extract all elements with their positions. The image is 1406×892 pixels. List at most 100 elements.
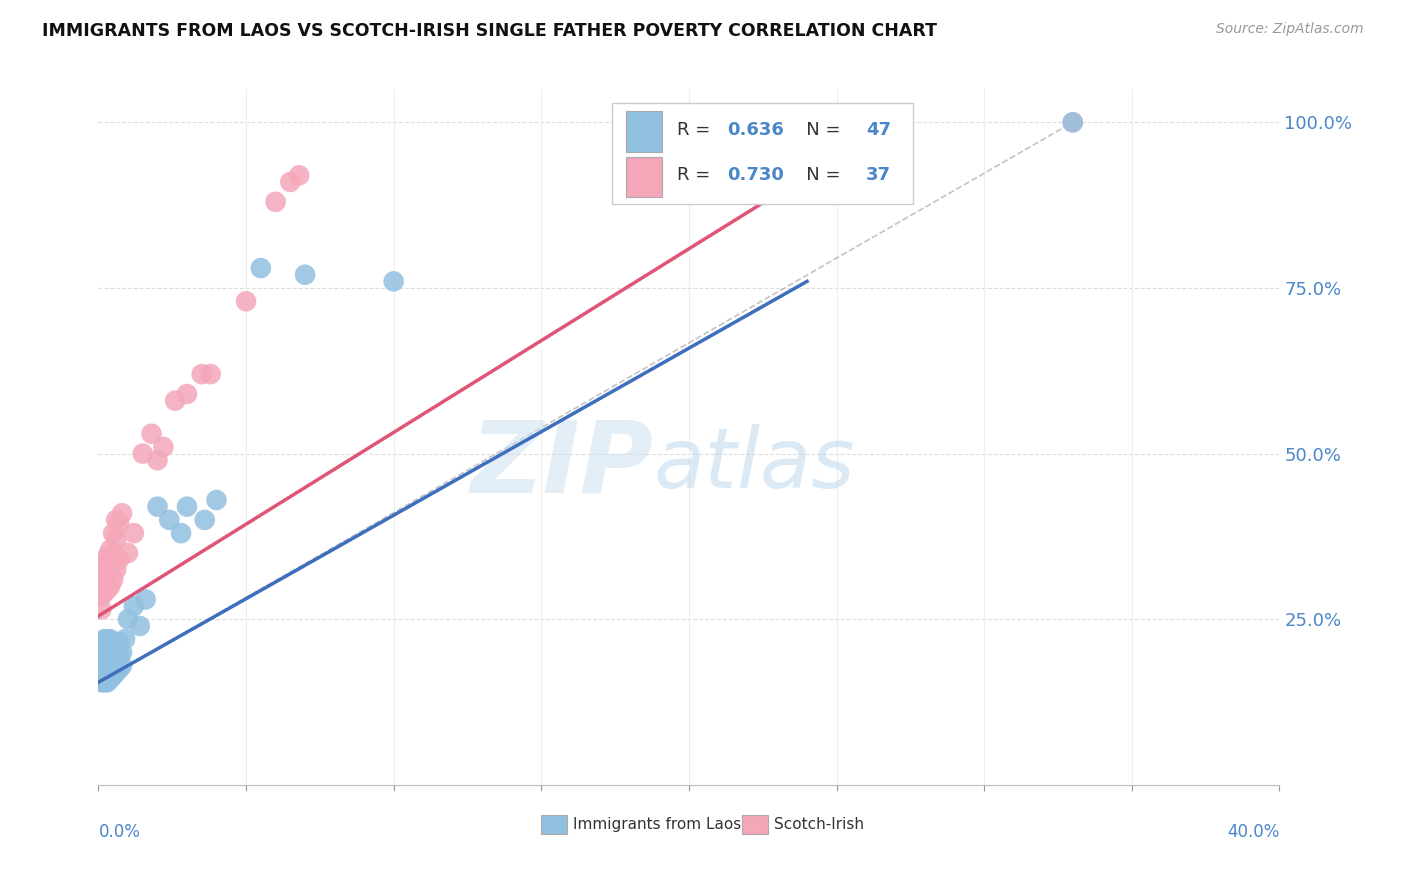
Point	[108, 516, 131, 531]
Point	[98, 658, 121, 673]
Point	[108, 662, 131, 676]
Point	[103, 648, 125, 663]
Text: ZIP: ZIP	[471, 417, 654, 514]
Point	[288, 169, 311, 183]
Text: R =: R =	[678, 166, 716, 184]
Text: 0.730: 0.730	[727, 166, 783, 184]
Point	[157, 513, 180, 527]
Point	[90, 662, 112, 676]
Point	[103, 573, 125, 587]
Point	[103, 668, 125, 682]
Bar	[541, 815, 567, 834]
Point	[108, 648, 131, 663]
Point	[96, 582, 118, 597]
Point	[152, 440, 174, 454]
Point	[194, 513, 217, 527]
Point	[176, 500, 198, 514]
Point	[280, 175, 302, 189]
Point	[93, 632, 115, 647]
Point	[98, 672, 121, 686]
Point	[90, 573, 112, 587]
Text: 37: 37	[866, 166, 891, 184]
Point	[103, 639, 125, 653]
Point	[111, 645, 134, 659]
Point	[103, 656, 125, 670]
Point	[1062, 115, 1084, 129]
Point	[96, 656, 118, 670]
Text: 0.0%: 0.0%	[98, 823, 141, 841]
Point	[98, 542, 121, 557]
Text: N =: N =	[789, 120, 846, 138]
Point	[93, 573, 115, 587]
Point	[146, 453, 169, 467]
Point	[93, 648, 115, 663]
Point	[128, 619, 150, 633]
Point	[96, 648, 118, 663]
Point	[93, 639, 115, 653]
Point	[98, 665, 121, 680]
Point	[105, 533, 128, 547]
Point	[105, 656, 128, 670]
Text: R =: R =	[678, 120, 716, 138]
Text: IMMIGRANTS FROM LAOS VS SCOTCH-IRISH SINGLE FATHER POVERTY CORRELATION CHART: IMMIGRANTS FROM LAOS VS SCOTCH-IRISH SIN…	[42, 22, 938, 40]
Point	[165, 393, 187, 408]
Point	[132, 447, 155, 461]
Bar	[626, 112, 662, 152]
Point	[96, 632, 118, 647]
Text: atlas: atlas	[654, 425, 855, 506]
Point	[122, 599, 145, 613]
Point	[105, 513, 128, 527]
Point	[96, 662, 118, 676]
Point	[176, 387, 198, 401]
Point	[96, 549, 118, 564]
Point	[90, 589, 112, 603]
Point	[264, 194, 287, 209]
Point	[382, 274, 405, 288]
Point	[93, 586, 115, 600]
Point	[96, 642, 118, 657]
Text: 0.636: 0.636	[727, 120, 783, 138]
Point	[90, 648, 112, 663]
Point	[98, 645, 121, 659]
Point	[108, 635, 131, 649]
Point	[96, 668, 118, 682]
Point	[1062, 115, 1084, 129]
Point	[90, 635, 112, 649]
Text: 40.0%: 40.0%	[1227, 823, 1279, 841]
Text: N =: N =	[789, 166, 846, 184]
Point	[98, 632, 121, 647]
Point	[141, 426, 163, 441]
Point	[105, 645, 128, 659]
Point	[103, 526, 125, 541]
Point	[250, 261, 273, 276]
Point	[98, 559, 121, 574]
Point	[90, 602, 112, 616]
Point	[117, 546, 139, 560]
Point	[191, 367, 214, 381]
Point	[90, 559, 112, 574]
Point	[170, 526, 193, 541]
Point	[205, 493, 228, 508]
Bar	[742, 815, 768, 834]
Point	[96, 675, 118, 690]
Point	[294, 268, 316, 282]
Text: 47: 47	[866, 120, 891, 138]
Text: Immigrants from Laos: Immigrants from Laos	[574, 817, 741, 832]
Point	[111, 506, 134, 520]
Point	[108, 552, 131, 566]
Point	[117, 612, 139, 626]
Point	[96, 566, 118, 580]
Point	[105, 563, 128, 577]
Point	[200, 367, 222, 381]
Point	[93, 556, 115, 570]
Text: Source: ZipAtlas.com: Source: ZipAtlas.com	[1216, 22, 1364, 37]
Point	[111, 658, 134, 673]
Point	[93, 662, 115, 676]
FancyBboxPatch shape	[612, 103, 914, 204]
Point	[103, 546, 125, 560]
Point	[114, 632, 136, 647]
Point	[105, 665, 128, 680]
Text: Scotch-Irish: Scotch-Irish	[773, 817, 863, 832]
Bar	[626, 157, 662, 197]
Point	[98, 579, 121, 593]
